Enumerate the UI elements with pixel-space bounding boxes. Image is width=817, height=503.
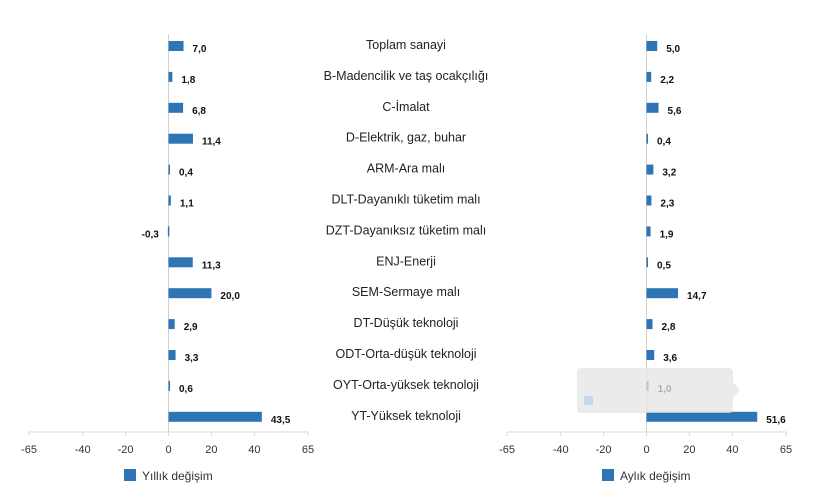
bar[interactable] [168,411,262,422]
panel-1: -65 -40 -20 0 20 40 65 5,0 2,2 5,6 0,4 3,2 2,3 1,9 0,5… [499,34,792,483]
data-label: 2,2 [660,75,674,86]
bar[interactable] [168,319,175,330]
bar[interactable] [646,350,655,360]
bar[interactable] [168,257,193,268]
data-label: 0,5 [657,260,671,271]
chart-panels: -65 -40 -20 0 20 40 65 7,0 1,8 6,8 11,4 0,4 1,1 -0,3 1… [21,34,792,483]
tooltip-swatch [584,396,593,405]
bar[interactable] [646,319,653,330]
data-label: 1,8 [181,75,195,86]
x-tick-label: -20 [118,444,134,456]
x-tick-label: 0 [165,444,171,456]
data-label: 3,2 [662,168,676,179]
data-label: 2,9 [184,322,198,333]
data-label: 1,9 [660,229,674,240]
x-tick-label: 20 [205,444,217,456]
data-label: 6,8 [192,106,206,117]
x-tick-label: 40 [726,444,738,456]
bar[interactable] [646,195,652,206]
category-label: ODT-Orta-düşük teknoloji [335,347,476,361]
data-label: 0,6 [179,384,193,395]
category-label: DT-Düşük teknoloji [354,316,459,330]
x-tick-label: -65 [499,444,515,456]
data-label: 0,4 [657,137,671,148]
data-label: 11,3 [202,260,221,271]
bar[interactable] [646,164,654,175]
x-tick-label: 40 [248,444,260,456]
data-label: 0,4 [179,168,193,179]
bar[interactable] [168,41,184,51]
legend-label[interactable]: Yıllık değişim [142,469,213,483]
data-label: 3,6 [663,353,677,364]
category-label: D-Elektrik, gaz, buhar [346,131,466,145]
bar[interactable] [168,71,173,82]
bar[interactable] [168,164,171,175]
x-tick-label: -65 [21,444,37,456]
bar[interactable] [646,411,758,422]
x-tick-label: -40 [553,444,569,456]
bar[interactable] [168,133,193,144]
bar[interactable] [646,288,679,299]
x-tick-label: 65 [780,444,792,456]
x-tick-label: 65 [302,444,314,456]
data-label: 7,0 [193,44,207,55]
bar[interactable] [646,41,658,51]
x-tick-label: 0 [643,444,649,456]
bar[interactable] [167,226,170,237]
tooltip-overlay [577,368,740,413]
x-tick-label: -20 [596,444,612,456]
data-label: -0,3 [142,229,160,240]
data-label: 3,3 [185,353,199,364]
category-label: C-İmalat [382,100,430,114]
data-label: 2,8 [662,322,676,333]
panel-0: -65 -40 -20 0 20 40 65 7,0 1,8 6,8 11,4 0,4 1,1 -0,3 1… [21,34,314,483]
bar[interactable] [168,195,171,206]
category-labels: Toplam sanayi B-Madencilik ve taş ocakçıl… [324,38,489,423]
data-label: 11,4 [202,137,221,148]
bar[interactable] [646,226,651,237]
x-tick-label: -40 [75,444,91,456]
data-label: 20,0 [220,291,240,302]
bar[interactable] [168,288,212,299]
category-label: SEM-Sermaye malı [352,285,460,299]
bar[interactable] [168,380,171,391]
bar[interactable] [168,350,176,360]
category-label: ENJ-Enerji [376,254,436,268]
bar[interactable] [646,257,649,268]
category-label: DLT-Dayanıklı tüketim malı [331,193,480,207]
bar[interactable] [646,102,659,113]
bar[interactable] [168,102,184,113]
data-label: 1,1 [180,199,194,210]
data-label: 5,6 [668,106,682,117]
bar[interactable] [646,133,649,144]
category-label: Toplam sanayi [366,38,446,52]
data-label: 14,7 [687,291,707,302]
bar[interactable] [646,71,652,82]
category-label: YT-Yüksek teknoloji [351,409,461,423]
legend-swatch[interactable] [124,469,136,481]
category-label: B-Madencilik ve taş ocakçılığı [324,69,489,83]
data-label: 43,5 [271,415,291,426]
legend-swatch[interactable] [602,469,614,481]
category-label: ARM-Ara malı [367,162,445,176]
x-tick-label: 20 [683,444,695,456]
data-label: 5,0 [666,44,680,55]
category-label: OYT-Orta-yüksek teknoloji [333,378,479,392]
data-label: 51,6 [766,415,786,426]
category-label: DZT-Dayanıksız tüketim malı [326,223,486,237]
legend-label[interactable]: Aylık değişim [620,469,690,483]
data-label: 2,3 [660,199,674,210]
